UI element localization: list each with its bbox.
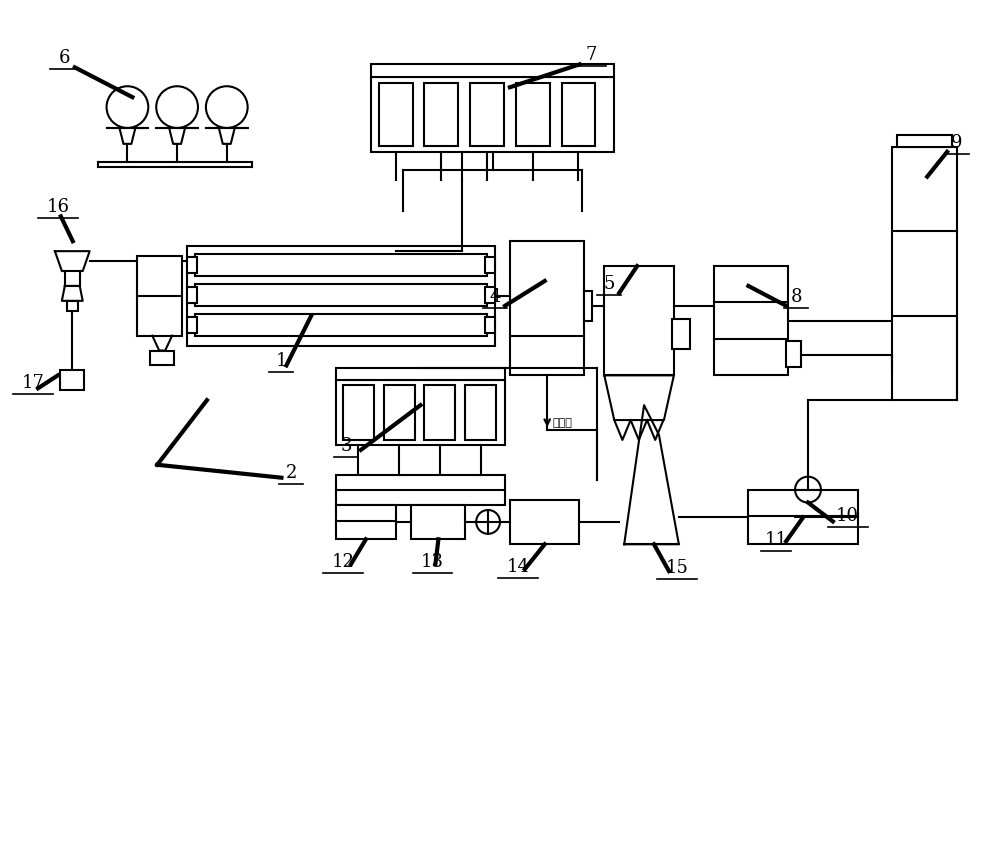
Text: 3: 3 [340, 437, 352, 455]
Bar [371, 77, 614, 152]
Text: 17: 17 [22, 374, 44, 392]
Bar [510, 500, 579, 544]
Text: 8: 8 [790, 288, 802, 306]
Bar [67, 301, 78, 310]
Bar [470, 83, 504, 146]
Text: 6: 6 [59, 49, 71, 67]
Bar [187, 287, 197, 303]
Bar [336, 475, 505, 505]
Bar [516, 83, 550, 146]
Bar [187, 316, 197, 333]
Bar [892, 147, 957, 400]
Bar [336, 380, 505, 445]
Bar [786, 341, 801, 367]
Bar [379, 83, 413, 146]
Text: 5: 5 [604, 275, 615, 293]
Bar [384, 385, 415, 440]
Bar [510, 241, 584, 375]
Text: 4: 4 [489, 288, 501, 306]
Bar [195, 255, 487, 276]
Bar [336, 505, 396, 539]
Bar [65, 271, 80, 286]
Bar [187, 257, 197, 273]
Text: 10: 10 [836, 507, 859, 525]
Bar [562, 83, 595, 146]
Bar [336, 368, 505, 380]
Bar [195, 284, 487, 306]
Bar [485, 257, 495, 273]
Bar [371, 64, 614, 77]
Bar [584, 291, 592, 321]
Text: 9: 9 [951, 134, 963, 152]
Bar [187, 246, 495, 346]
Bar [195, 314, 487, 335]
Text: 2: 2 [286, 464, 297, 482]
Bar [411, 505, 465, 539]
Text: 15: 15 [665, 559, 688, 577]
Bar [485, 287, 495, 303]
Bar [748, 489, 858, 544]
Bar [604, 266, 674, 375]
Bar [485, 316, 495, 333]
Bar [343, 385, 374, 440]
Bar [714, 266, 788, 375]
Text: 13: 13 [421, 553, 444, 571]
Bar [150, 351, 174, 366]
Bar [60, 371, 84, 390]
Bar [672, 319, 690, 348]
Text: 11: 11 [765, 531, 788, 550]
Bar [897, 135, 952, 147]
Text: 14: 14 [506, 558, 529, 576]
Text: 1: 1 [276, 353, 287, 371]
Text: 7: 7 [586, 46, 597, 64]
Bar [465, 385, 496, 440]
Bar [137, 256, 182, 335]
Text: 水蒸气: 水蒸气 [552, 418, 572, 428]
Text: 16: 16 [46, 199, 69, 217]
Text: 12: 12 [332, 553, 354, 571]
Bar [424, 385, 455, 440]
Bar [424, 83, 458, 146]
